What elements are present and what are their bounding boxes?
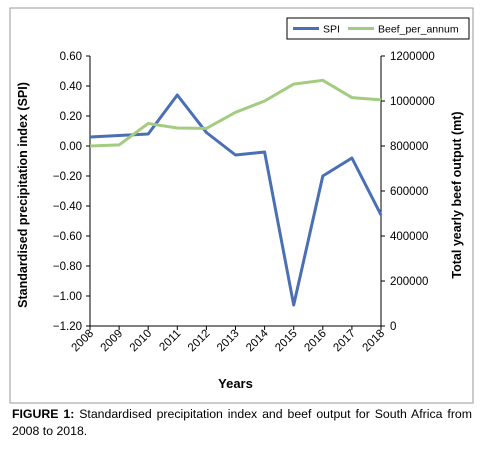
y-tick-left-label: 0.00 — [60, 141, 82, 153]
legend-box — [286, 17, 470, 40]
y-tick-right-label: 600000 — [390, 186, 428, 198]
series-line-beef-per-annum — [89, 78, 382, 148]
legend-label-beef-per-annum: Beef_per_annum — [378, 24, 459, 36]
y-tick-right-label: 1200000 — [390, 51, 435, 63]
y-tick-left-label: 0.60 — [60, 51, 82, 63]
y-tick-left-label: −1.00 — [53, 291, 82, 303]
y-axis-left-title: Standardised precipitation index (SPI) — [16, 82, 30, 308]
series-beef-per-annum — [89, 78, 382, 148]
x-tick-label: 2017 — [331, 328, 358, 355]
x-tick-label: 2011 — [157, 328, 183, 354]
x-tick-label: 2018 — [361, 328, 388, 355]
x-tick-label: 2014 — [244, 327, 271, 354]
x-tick-label: 2013 — [215, 328, 242, 355]
y-tick-left-label: −1.20 — [53, 321, 82, 333]
y-tick-left-label: 0.20 — [60, 111, 82, 123]
legend-label-spi: SPI — [323, 24, 340, 36]
chart-border — [9, 7, 474, 404]
x-tick-label: 2010 — [128, 328, 155, 355]
y-tick-right-label: 800000 — [390, 141, 428, 153]
y-tick-left-label: −0.20 — [53, 171, 82, 183]
y-tick-right-label: 200000 — [390, 276, 428, 288]
y-tick-left-label: −0.80 — [53, 261, 82, 273]
y-tick-right-label: 400000 — [390, 231, 428, 243]
figure-caption: FIGURE 1: Standardised precipitation ind… — [12, 406, 472, 440]
x-tick-label: 2016 — [302, 328, 329, 355]
x-tick-label: 2015 — [273, 328, 300, 355]
y-tick-left-label: −0.60 — [53, 231, 82, 243]
x-tick-label: 2009 — [99, 328, 126, 355]
caption-label: FIGURE 1: — [12, 407, 75, 421]
x-tick-label: 2012 — [186, 328, 213, 355]
series-spi — [89, 93, 383, 307]
y-tick-right-label: 0 — [390, 321, 396, 333]
y-tick-right-label: 1000000 — [390, 96, 435, 108]
y-tick-left-label: −0.40 — [53, 201, 82, 213]
y-axis-right-title: Total yearly beef output (mt) — [450, 111, 464, 278]
y-tick-left-label: 0.40 — [60, 81, 82, 93]
caption-text: Standardised precipitation index and bee… — [12, 407, 472, 438]
x-axis-title: Years — [218, 376, 253, 391]
series-line-spi — [89, 93, 383, 307]
